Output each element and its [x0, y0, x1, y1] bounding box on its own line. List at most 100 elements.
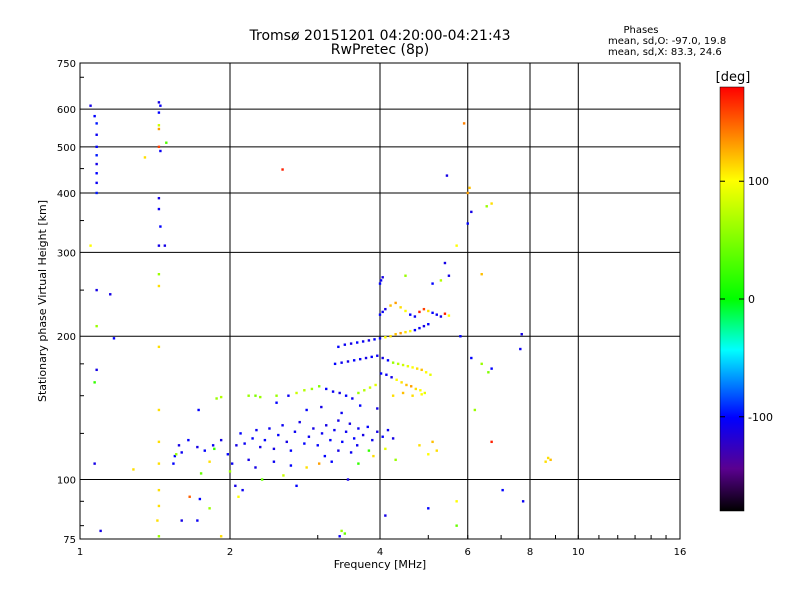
stats-title: Phases	[623, 25, 658, 36]
echo-point	[386, 359, 390, 362]
echo-point	[485, 205, 488, 208]
echo-point	[317, 462, 321, 465]
echo-point	[466, 222, 469, 225]
echo-point	[159, 225, 162, 228]
echo-point	[343, 532, 347, 535]
echo-point	[355, 341, 359, 344]
echo-point	[95, 122, 98, 125]
echo-point	[340, 411, 343, 415]
echo-point	[285, 440, 288, 444]
echo-point	[344, 394, 348, 397]
echo-point	[157, 101, 161, 104]
echo-point	[439, 279, 443, 282]
echo-point	[455, 524, 458, 527]
echo-point	[305, 466, 308, 469]
echo-point	[420, 393, 423, 396]
colorbar-tick-label: -100	[748, 411, 773, 424]
echo-point	[340, 529, 343, 533]
echo-point	[521, 500, 525, 503]
echo-point	[272, 447, 276, 451]
colorbar-tick-label: 0	[748, 293, 755, 306]
echo-point	[401, 391, 405, 395]
echo-point	[219, 438, 223, 442]
echo-point	[89, 244, 92, 247]
echo-point	[462, 122, 466, 125]
echo-point	[404, 309, 407, 313]
echo-point	[386, 428, 390, 432]
echo-point	[211, 444, 215, 447]
plot-frame	[79, 62, 681, 540]
echo-point	[544, 460, 547, 463]
echo-point	[422, 324, 426, 328]
echo-point	[405, 383, 408, 387]
x-tick-label: 6	[465, 547, 471, 558]
echo-point	[157, 207, 161, 211]
y-tick-label: 500	[57, 143, 76, 154]
echo-point	[414, 387, 418, 391]
echo-point	[156, 519, 159, 522]
echo-point	[445, 174, 449, 177]
echo-point	[418, 310, 421, 314]
echo-point	[443, 261, 447, 265]
echo-point	[470, 356, 473, 360]
echo-point	[466, 191, 469, 195]
y-tick-label: 300	[57, 248, 76, 259]
echo-point	[401, 363, 405, 367]
echo-point	[298, 420, 301, 424]
echo-point	[431, 311, 434, 315]
echo-point	[272, 460, 276, 463]
echo-point	[344, 430, 348, 433]
echo-point	[349, 342, 353, 345]
echo-point	[208, 460, 211, 463]
echo-point	[384, 307, 387, 311]
echo-point	[95, 181, 98, 185]
echo-point	[490, 367, 493, 370]
echo-point	[180, 519, 183, 522]
chart-subtitle: RwPretec (8p)	[331, 42, 429, 58]
echo-point	[340, 361, 343, 364]
echo-point	[357, 427, 360, 430]
echo-point	[95, 172, 98, 175]
echo-point	[287, 394, 290, 397]
echo-point	[259, 445, 262, 449]
echo-point	[316, 444, 319, 447]
echo-point	[487, 371, 490, 374]
echo-point	[247, 458, 250, 462]
x-tick-label: 2	[227, 547, 233, 558]
echo-point	[165, 141, 168, 144]
echo-point	[235, 444, 238, 447]
echo-point	[378, 313, 382, 316]
echo-point	[376, 407, 379, 410]
echo-point	[346, 360, 350, 363]
echo-point	[394, 458, 397, 462]
echo-point	[363, 389, 366, 392]
echo-point	[260, 478, 264, 481]
echo-point	[157, 345, 161, 349]
echo-point	[323, 454, 327, 458]
echo-point	[419, 389, 422, 392]
echo-point	[394, 301, 397, 305]
echo-point	[208, 507, 211, 510]
echo-point	[325, 424, 328, 427]
colorbar-tick-label: 100	[748, 175, 769, 188]
echo-point	[409, 329, 412, 333]
echo-point	[390, 376, 393, 379]
x-tick-label: 10	[572, 547, 585, 558]
echo-point	[215, 397, 218, 400]
echo-point	[289, 464, 293, 467]
echo-point	[95, 191, 98, 195]
echo-point	[243, 442, 246, 445]
echo-point	[404, 330, 407, 334]
echo-point	[480, 362, 483, 366]
stats-line-x: mean, sd,X: 83.3, 24.6	[608, 47, 722, 58]
echo-point	[157, 488, 161, 492]
y-tick-label: 600	[57, 105, 76, 116]
y-tick-label: 100	[57, 476, 76, 487]
echo-point	[219, 535, 223, 538]
echo-points	[89, 101, 552, 538]
echo-point	[157, 127, 161, 131]
echo-point	[455, 244, 458, 247]
echo-point	[490, 440, 493, 444]
echo-point	[501, 488, 504, 492]
